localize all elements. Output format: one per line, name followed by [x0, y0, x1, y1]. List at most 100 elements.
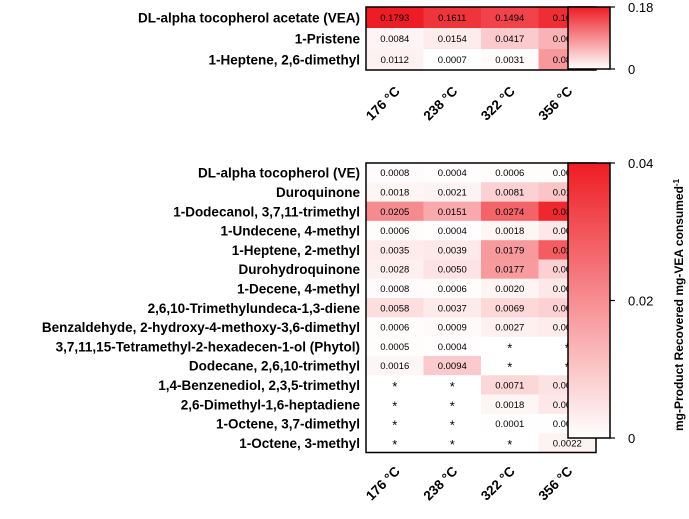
cell-value-label: *	[450, 418, 455, 433]
heatmap-cell	[481, 201, 539, 221]
column-label: 238 °C	[420, 83, 460, 123]
heatmap-cell	[423, 375, 481, 395]
cell-value-label: 0.0084	[380, 34, 409, 45]
colorbar-gradient	[567, 6, 611, 70]
cell-value-label: 0.0039	[438, 245, 467, 256]
heatmap-cell	[423, 7, 481, 28]
colorbar-axis-label: mg-Product Recovered mg-VEA consumed-1	[672, 178, 686, 431]
heatmap-cell	[481, 259, 539, 279]
column-label: 176 °C	[363, 463, 403, 503]
cell-value-label: 0.0004	[438, 168, 467, 179]
cell-value-label: 0.0021	[438, 187, 467, 198]
cell-value-label: *	[392, 398, 397, 413]
cell-value-label: 0.0027	[495, 323, 524, 334]
row-label: 2,6-Dimethyl-1,6-heptadiene	[181, 397, 361, 412]
heatmap-cell	[423, 298, 481, 318]
heatmap-cell	[481, 298, 539, 318]
heatmap-cell	[366, 433, 424, 453]
heatmap-cell	[423, 394, 481, 414]
cell-value-label: 0.0031	[495, 55, 524, 66]
heatmap-cell	[366, 375, 424, 395]
row-label: 1-Dodecanol, 3,7,11-trimethyl	[173, 204, 360, 219]
heatmap-panel: DL-alpha tocopherol (VE) 0.0008 0.0004 0.00…	[42, 162, 597, 503]
heatmap-cell	[366, 7, 424, 28]
cell-value-label: 0.1494	[495, 13, 524, 24]
row-label: 2,6,10-Trimethylundeca-1,3-diene	[148, 301, 361, 316]
cell-value-label: *	[392, 418, 397, 433]
heatmap-cell	[481, 182, 539, 202]
cell-value-label: 0.0417	[495, 34, 524, 45]
cell-value-label: 0.0037	[438, 303, 467, 314]
cell-value-label: 0.0001	[495, 419, 524, 430]
heatmap-cell	[423, 163, 481, 183]
cell-value-label: 0.0018	[495, 400, 524, 411]
cell-value-label: 0.0179	[495, 245, 524, 256]
cell-value-label: 0.0008	[380, 284, 409, 295]
cell-value-label: *	[392, 437, 397, 452]
row-label: 1-Decene, 4-methyl	[237, 281, 360, 296]
heatmap-cell	[366, 201, 424, 221]
heatmap-cell	[423, 356, 481, 376]
row-label: Durohydroquinone	[239, 262, 361, 277]
cell-value-label: 0.0006	[495, 168, 524, 179]
heatmap-cell	[481, 49, 539, 70]
heatmap-cell	[366, 28, 424, 49]
cell-value-label: 0.0009	[438, 323, 467, 334]
heatmap-cell	[423, 413, 481, 434]
heatmap-cell	[481, 7, 539, 28]
heatmap-cell	[423, 433, 481, 453]
cell-value-label: 0.0094	[438, 361, 467, 372]
colorbar: 0.18 0	[567, 0, 653, 77]
row-label: 3,7,11,15-Tetramethyl-2-hexadecen-1-ol (…	[56, 339, 360, 354]
cell-value-label: *	[507, 437, 512, 452]
heatmap-cell	[423, 201, 481, 221]
heatmap-cell	[481, 220, 539, 241]
heatmap-cell	[366, 298, 424, 318]
heatmap-cell	[481, 356, 539, 376]
row-label: 1-Undecene, 4-methyl	[220, 224, 360, 239]
heatmap-cell	[366, 220, 424, 241]
heatmap-cell	[366, 278, 424, 299]
heatmap-panel: DL-alpha tocopherol acetate (VEA) 0.1793 0…	[138, 6, 597, 123]
heatmap-cell	[481, 163, 539, 183]
cell-value-label: *	[507, 340, 512, 355]
heatmap-cell	[423, 317, 481, 337]
cell-value-label: 0.0004	[438, 342, 467, 353]
heatmap-cell	[423, 336, 481, 356]
cell-value-label: *	[450, 437, 455, 452]
row-label: 1,4-Benzenediol, 2,3,5-trimethyl	[158, 378, 360, 393]
heatmap-cell	[481, 278, 539, 299]
row-label: Benzaldehyde, 2-hydroxy-4-methoxy-3,6-di…	[42, 320, 360, 335]
heatmap-cell	[423, 220, 481, 241]
cell-value-label: 0.0004	[438, 226, 467, 237]
cell-value-label: 0.0006	[380, 226, 409, 237]
column-label: 238 °C	[420, 463, 460, 503]
colorbar-tick-label: 0.18	[628, 0, 653, 15]
cell-value-label: 0.0154	[438, 34, 467, 45]
cell-value-label: 0.0006	[380, 323, 409, 334]
row-label: 1-Pristene	[295, 32, 361, 47]
cell-value-label: *	[392, 379, 397, 394]
row-label: Dodecane, 2,6,10-trimethyl	[189, 359, 360, 374]
heatmap-cell	[423, 278, 481, 299]
row-label: 1-Octene, 3-methyl	[239, 436, 360, 451]
cell-value-label: 0.0022	[553, 438, 582, 449]
heatmap-cell	[481, 317, 539, 337]
heatmap-cell	[481, 336, 539, 356]
column-label: 176 °C	[363, 83, 403, 123]
heatmap-cell	[423, 259, 481, 279]
cell-value-label: 0.0205	[380, 207, 409, 218]
colorbar-gradient	[567, 162, 611, 439]
cell-value-label: 0.0016	[380, 361, 409, 372]
cell-value-label: 0.0177	[495, 265, 524, 276]
column-label: 322 °C	[478, 463, 518, 503]
row-label: Duroquinone	[276, 185, 360, 200]
cell-value-label: 0.0018	[380, 187, 409, 198]
cell-value-label: 0.0058	[380, 303, 409, 314]
cell-value-label: 0.1793	[380, 13, 409, 24]
heatmap-cell	[423, 28, 481, 49]
cell-value-label: 0.0018	[495, 226, 524, 237]
colorbar-tick-label: 0	[628, 62, 635, 77]
column-label: 356 °C	[535, 83, 575, 123]
